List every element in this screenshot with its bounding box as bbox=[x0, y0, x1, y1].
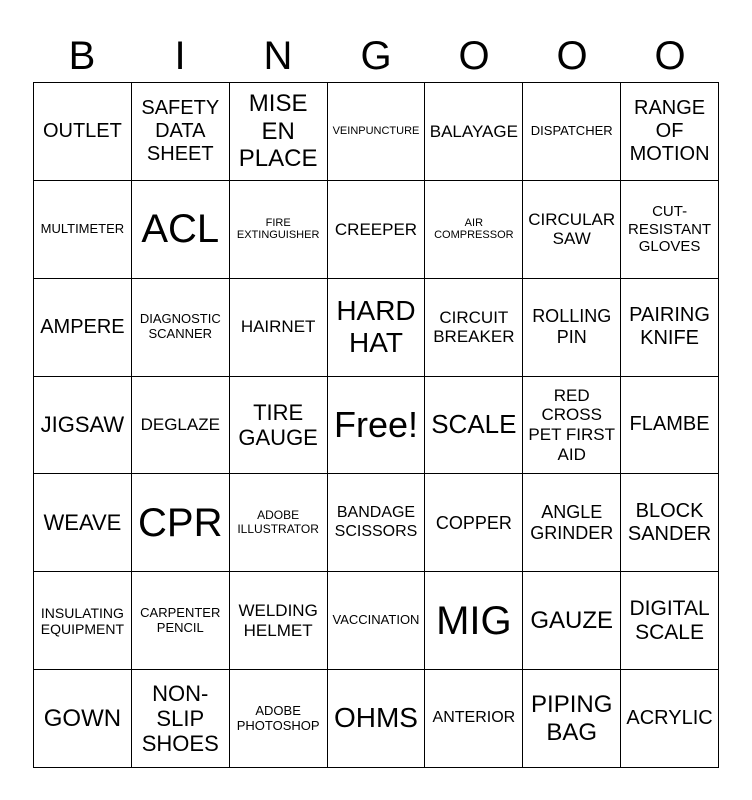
bingo-cell[interactable]: ACRYLIC bbox=[621, 670, 719, 768]
bingo-cell[interactable]: NON-SLIP SHOES bbox=[131, 670, 230, 768]
bingo-cell[interactable]: COPPER bbox=[425, 474, 524, 573]
bingo-cell[interactable]: DIGITAL SCALE bbox=[621, 572, 719, 671]
bingo-cell[interactable]: PIPING BAG bbox=[523, 670, 622, 768]
bingo-cell[interactable]: HAIRNET bbox=[229, 278, 328, 377]
bingo-cell[interactable]: HARD HAT bbox=[327, 278, 426, 377]
bingo-cell[interactable]: ANTERIOR bbox=[425, 670, 524, 768]
bingo-cell[interactable]: ADOBE PHOTOSHOP bbox=[229, 670, 328, 768]
bingo-cell[interactable]: MISE EN PLACE bbox=[229, 83, 328, 181]
bingo-cell[interactable]: SAFETY DATA SHEET bbox=[131, 83, 230, 181]
bingo-cell[interactable]: INSULATING EQUIPMENT bbox=[34, 572, 132, 671]
bingo-cell[interactable]: RED CROSS PET FIRST AID bbox=[523, 376, 622, 475]
bingo-cell[interactable]: MIG bbox=[425, 572, 524, 671]
bingo-cell[interactable]: TIRE GAUGE bbox=[229, 376, 328, 475]
bingo-cell[interactable]: OHMS bbox=[327, 670, 426, 768]
bingo-cell[interactable]: VACCINATION bbox=[327, 572, 426, 671]
header-letter: O bbox=[556, 33, 588, 78]
free-space-cell[interactable]: Free! bbox=[327, 376, 426, 475]
bingo-cell[interactable]: FIRE EXTINGUISHER bbox=[229, 180, 328, 279]
bingo-cell[interactable]: CARPENTER PENCIL bbox=[131, 572, 230, 671]
bingo-cell[interactable]: FLAMBE bbox=[621, 376, 719, 475]
bingo-cell[interactable]: SCALE bbox=[425, 376, 524, 475]
bingo-cell[interactable]: VEINPUNCTURE bbox=[327, 83, 426, 181]
bingo-cell[interactable]: DISPATCHER bbox=[523, 83, 622, 181]
header-letter: I bbox=[174, 33, 186, 78]
header-letter: N bbox=[263, 33, 293, 78]
bingo-cell[interactable]: BLOCK SANDER bbox=[621, 474, 719, 573]
header-letter: B bbox=[68, 33, 96, 78]
bingo-cell[interactable]: AMPERE bbox=[34, 278, 132, 377]
header-letter: O bbox=[654, 33, 686, 78]
bingo-cell[interactable]: ROLLING PIN bbox=[523, 278, 622, 377]
bingo-cell[interactable]: GAUZE bbox=[523, 572, 622, 671]
bingo-cell[interactable]: WEAVE bbox=[34, 474, 132, 573]
bingo-cell[interactable]: OUTLET bbox=[34, 83, 132, 181]
bingo-cell[interactable]: DIAGNOSTIC SCANNER bbox=[131, 278, 230, 377]
bingo-cell[interactable]: DEGLAZE bbox=[131, 376, 230, 475]
bingo-cell[interactable]: ADOBE ILLUSTRATOR bbox=[229, 474, 328, 573]
bingo-card-grid: OUTLET SAFETY DATA SHEET MISE EN PLACE VEIN… bbox=[33, 82, 719, 768]
header-letter: O bbox=[458, 33, 490, 78]
bingo-cell[interactable]: CIRCUIT BREAKER bbox=[425, 278, 524, 377]
bingo-cell[interactable]: CIRCULAR SAW bbox=[523, 180, 622, 279]
bingo-cell[interactable]: CUT-RESISTANT GLOVES bbox=[621, 180, 719, 279]
bingo-cell[interactable]: MULTIMETER bbox=[34, 180, 132, 279]
bingo-cell[interactable]: ANGLE GRINDER bbox=[523, 474, 622, 573]
header-letter: G bbox=[360, 33, 392, 78]
bingo-cell[interactable]: GOWN bbox=[34, 670, 132, 768]
bingo-cell[interactable]: JIGSAW bbox=[34, 376, 132, 475]
bingo-cell[interactable]: PAIRING KNIFE bbox=[621, 278, 719, 377]
bingo-cell[interactable]: CREEPER bbox=[327, 180, 426, 279]
bingo-cell[interactable]: BANDAGE SCISSORS bbox=[327, 474, 426, 573]
bingo-cell[interactable]: ACL bbox=[131, 180, 230, 279]
bingo-cell[interactable]: AIR COMPRESSOR bbox=[425, 180, 524, 279]
bingo-cell[interactable]: RANGE OF MOTION bbox=[621, 83, 719, 181]
bingo-cell[interactable]: CPR bbox=[131, 474, 230, 573]
bingo-cell[interactable]: BALAYAGE bbox=[425, 83, 524, 181]
bingo-cell[interactable]: WELDING HELMET bbox=[229, 572, 328, 671]
